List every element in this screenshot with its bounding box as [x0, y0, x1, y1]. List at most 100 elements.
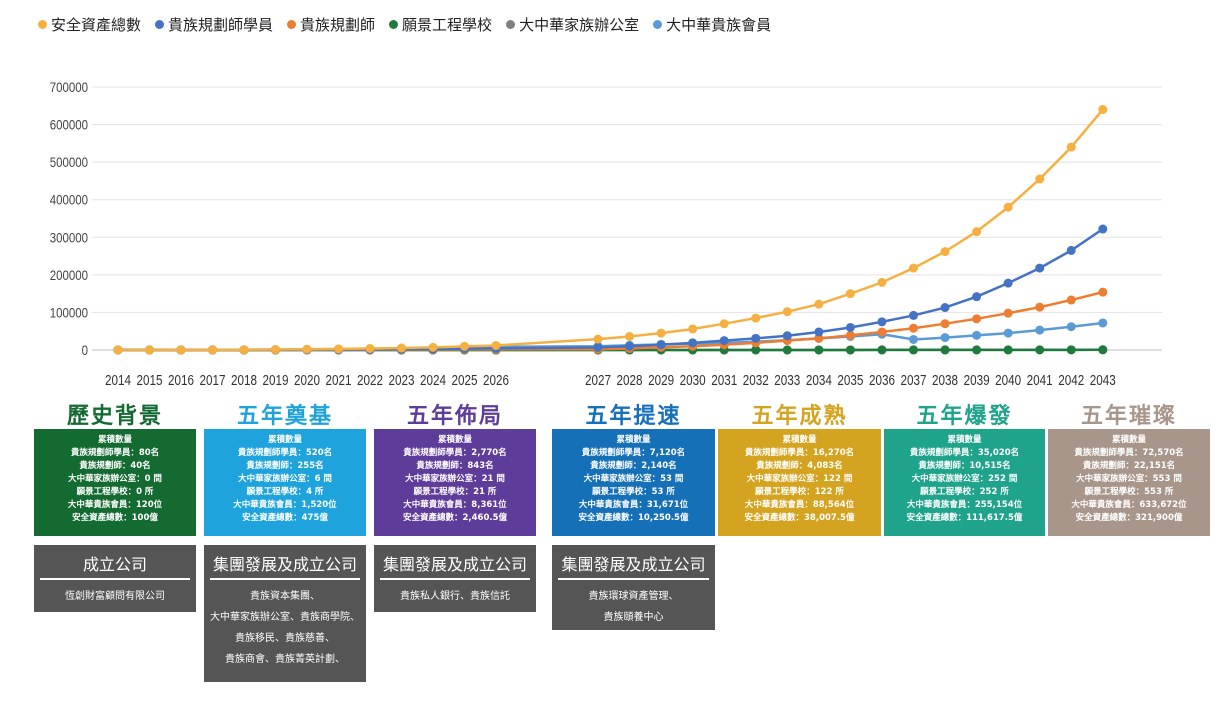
company-title: 成立公司: [40, 551, 190, 580]
data-point: [1003, 328, 1013, 338]
company-line: 貴族環球資產管理、: [588, 591, 679, 602]
x-tick-label: 2034: [806, 372, 832, 389]
data-point: [1098, 224, 1108, 234]
x-tick-label: 2019: [262, 372, 288, 389]
data-point: [397, 343, 406, 353]
legend-marker: [287, 20, 297, 29]
phase-stat-line: 大中華家族辦公室：21 間: [405, 474, 505, 484]
data-point: [1003, 278, 1013, 288]
data-point: [877, 317, 887, 327]
phase-stat-line: 貴族規劃師：22,151名: [1082, 461, 1176, 471]
data-point: [334, 344, 343, 354]
data-point: [1035, 263, 1045, 273]
phase-stat-line: 貴族規劃師學員：16,270名: [744, 448, 855, 458]
phase-stat-line: 安全資產總數：100億: [72, 513, 158, 523]
phase-stat-line: 大中華貴族會員：1,520位: [233, 500, 337, 510]
data-point: [688, 324, 698, 334]
phase-stat-line: 貴族規劃師：10,515名: [918, 461, 1011, 471]
data-point: [940, 319, 950, 329]
phase-stats-heading: 累積數量: [616, 435, 651, 445]
data-point: [688, 338, 698, 348]
legend-item: 願景工程學校: [389, 14, 492, 35]
data-point: [814, 299, 824, 309]
phase-stat-line: 貴族規劃師學員：520名: [237, 448, 333, 458]
y-tick-label: 600000: [50, 116, 88, 132]
x-tick-label: 2025: [451, 372, 477, 389]
data-point: [1098, 345, 1108, 355]
phase-stat-line: 貴族規劃師學員：7,120名: [581, 448, 686, 458]
data-point: [940, 333, 950, 343]
phase-stat-line: 安全資產總數：111,617.5億: [906, 513, 1023, 523]
phase-stats-box: 累積數量 貴族規劃師學員：16,270名 貴族規劃師：4,083名 大中華家族辦公室：…: [718, 429, 881, 536]
legend-item: 安全資產總數: [38, 14, 141, 35]
phase-stat-line: 貴族規劃師：2,140名: [590, 461, 677, 471]
line-chart: 0 100000 200000 300000 400000 500000 600000 700…: [50, 79, 1162, 389]
x-tick-label: 2026: [483, 372, 509, 389]
y-tick-label: 400000: [50, 192, 88, 208]
data-point: [302, 344, 312, 354]
phase-stat-line: 大中華家族辦公室：6 間: [238, 474, 332, 484]
y-tick-label: 0: [82, 342, 88, 358]
legend-marker: [155, 20, 165, 29]
data-point: [176, 345, 186, 355]
company-line: 大中華家族辦公室、貴族商學院、: [210, 612, 360, 623]
phase-stat-line: 貴族規劃師學員：72,570名: [1074, 448, 1184, 458]
legend-marker: [389, 20, 399, 29]
data-point: [1035, 302, 1045, 312]
data-point: [972, 227, 982, 237]
data-point: [972, 314, 982, 324]
legend-label: 安全資產總數: [51, 16, 142, 34]
x-tick-label: 2017: [199, 372, 225, 389]
phase-stat-line: 大中華貴族會員：88,564位: [744, 500, 855, 510]
legend-item: 大中華貴族會員: [653, 14, 771, 35]
x-tick-label: 2037: [900, 372, 926, 389]
data-point: [625, 341, 635, 351]
phase-stat-line: 大中華貴族會員：8,361位: [403, 500, 507, 510]
chart-legend: 安全資產總數 貴族規劃師學員 貴族規劃師 願景工程學校 大中華家族辦公室 大中華貴族會員: [38, 14, 771, 35]
y-tick-label: 100000: [50, 304, 88, 320]
phase-stat-line: 大中華貴族會員：120位: [67, 500, 163, 510]
company-box: 集團發展及成立公司 貴族環球資產管理、 貴族頤養中心: [552, 545, 715, 630]
company-line: 貴族私人銀行、貴族信託: [400, 591, 510, 602]
data-point: [782, 307, 792, 317]
x-tick-label: 2024: [420, 372, 446, 389]
data-point: [208, 345, 217, 355]
data-point: [845, 330, 855, 340]
phase-stats-heading: 累積數量: [947, 435, 982, 445]
phase-stat-line: 大中華貴族會員：255,154位: [906, 500, 1023, 510]
data-point: [782, 345, 792, 355]
phase-stats-box: 累積數量 貴族規劃師學員：72,570名 貴族規劃師：22,151名 大中華家族辦公室…: [1048, 429, 1210, 536]
phase-title: 五年提速: [585, 404, 682, 429]
data-point: [1066, 142, 1076, 152]
x-tick-label: 2016: [168, 372, 194, 389]
data-point: [271, 345, 280, 355]
data-point: [972, 292, 982, 302]
phase-stats-heading: 累積數量: [437, 435, 472, 445]
x-tick-label: 2030: [680, 372, 706, 389]
y-tick-label: 200000: [50, 267, 88, 283]
phase-stat-line: 願景工程學校：553 所: [1084, 487, 1174, 497]
data-point: [909, 334, 918, 344]
x-tick-label: 2015: [136, 372, 162, 389]
data-point: [1098, 105, 1108, 115]
data-point: [145, 345, 154, 355]
phase-stats-heading: 累積數量: [97, 435, 132, 445]
phase-title: 五年璀璨: [1080, 404, 1177, 429]
legend-item: 貴族規劃師: [287, 14, 375, 35]
phase-stat-line: 願景工程學校：0 所: [76, 487, 154, 497]
y-tick-label: 700000: [50, 79, 88, 95]
data-point: [877, 327, 887, 337]
data-point: [940, 247, 950, 257]
phase-stat-line: 願景工程學校：4 所: [246, 487, 324, 497]
phase-stat-line: 貴族規劃師學員：2,770名: [403, 448, 507, 458]
data-point: [656, 340, 666, 350]
phase-title: 五年佈局: [406, 404, 503, 429]
phase-stats-heading: 累積數量: [1111, 435, 1146, 445]
phase-stat-line: 貴族規劃師學員：80名: [70, 448, 160, 458]
data-point: [365, 343, 375, 353]
x-tick-label: 2018: [231, 372, 257, 389]
data-point: [814, 345, 824, 355]
data-point: [909, 263, 918, 273]
phase-stat-line: 大中華家族辦公室：252 間: [911, 474, 1018, 484]
data-point: [491, 340, 501, 350]
